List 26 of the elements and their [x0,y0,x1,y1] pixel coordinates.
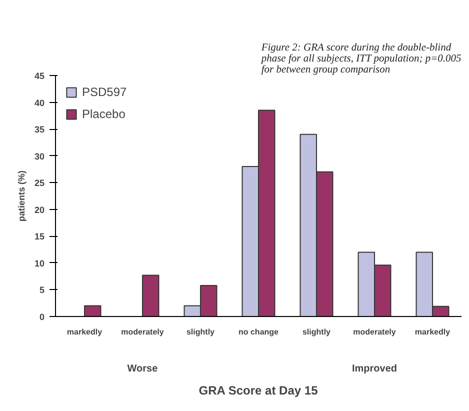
y-tick-label: 30 [34,151,45,162]
chart-title: Figure 2: GRA score during the double-blind phase for all subjects, ITT population; p=0.005 for between group comparison [260,42,462,76]
legend-label: PSD597 [82,85,127,99]
y-tick-label: 15 [34,232,45,242]
y-tick-label: 5 [39,285,45,296]
y-tick-label: 35 [34,124,45,135]
x-tick-label: markedly [66,328,103,336]
bar [84,305,102,316]
y-tick-label: 40 [34,98,45,108]
x-tick-label: slightly [302,328,332,336]
y-tick-label: 20 [34,204,45,215]
x-tick-label: slightly [186,328,216,336]
y-tick-label: 25 [34,178,45,188]
y-axis-title: patients (%) [16,170,26,222]
y-tick-label: 45 [34,71,45,81]
x-tick-label: markedly [414,328,451,336]
text: Improved [352,364,398,374]
bar [142,274,160,316]
x-tick-label: moderately [353,328,396,336]
legend-label: Placebo [82,107,126,121]
text: Worse [127,364,158,374]
x-tick-label: moderately [121,328,164,336]
y-tick-label: 10 [34,258,45,268]
x-tick-label: no change [238,328,280,336]
x-axis-title: GRA Score at Day 15 [198,384,318,398]
y-tick-label: 0 [39,312,45,322]
